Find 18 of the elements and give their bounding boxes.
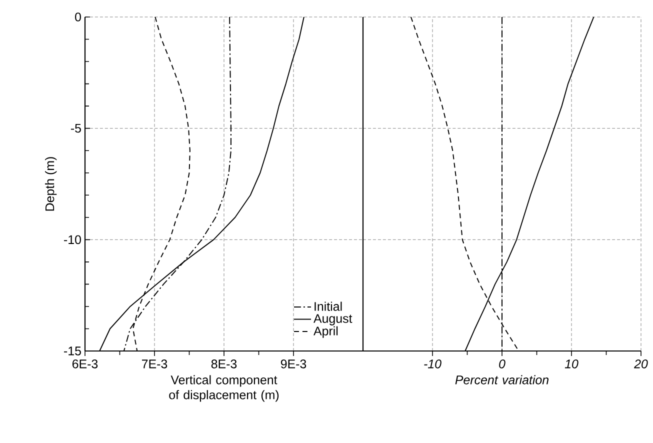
legend-label: Initial [314,302,342,311]
x-tick-label: 10 [564,360,578,368]
y-tick-label: -10 [64,235,81,244]
x-tick-label: 6E-3 [72,360,98,368]
x-tick-label: 20 [634,360,648,368]
x-tick-label: 9E-3 [280,360,306,368]
x-tick-label: 8E-3 [211,360,237,368]
x-axis-title: Percent variation [455,375,548,384]
y-tick-label: 0 [75,12,81,22]
x-tick-label: -10 [424,360,442,368]
legend-label: August [314,314,352,326]
x-tick-label: 0 [499,360,506,368]
legend-label: April [314,326,338,338]
x-axis-title: Vertical component of displacement (m) [169,375,279,402]
y-axis-title: Depth (m) [45,157,57,211]
x-tick-label: 7E-3 [142,360,168,368]
y-tick-label: -5 [70,124,81,133]
y-tick-label: -15 [64,346,81,356]
